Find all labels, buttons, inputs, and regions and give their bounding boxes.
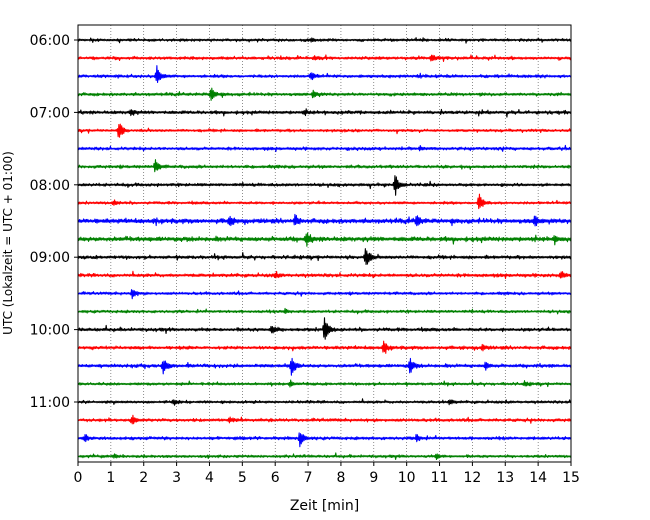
x-tick-label: 2 (139, 470, 148, 486)
y-tick-label: 09:00 (30, 250, 70, 266)
x-tick-label: 8 (336, 470, 345, 486)
seismogram-trace (77, 232, 572, 247)
seismogram-trace (77, 54, 572, 63)
x-tick-label: 5 (238, 470, 247, 486)
x-tick-label: 0 (74, 470, 83, 486)
seismogram-trace (77, 452, 572, 461)
x-tick-label: 3 (172, 470, 181, 486)
seismogram-trace (77, 379, 572, 388)
seismogram-trace (77, 123, 572, 138)
y-tick-label: 07:00 (30, 105, 70, 121)
x-tick-label: 10 (398, 470, 416, 486)
x-tick-label: 11 (431, 470, 449, 486)
y-tick-label: 11:00 (30, 395, 70, 411)
seismogram-trace (77, 432, 572, 448)
y-axis-label: UTC (Lokalzeit = UTC + 01:00) (1, 151, 15, 335)
seismogram-trace (77, 289, 572, 300)
seismogram-trace (77, 317, 572, 340)
y-axis: 06:00 07:00 08:00 09:00 10:00 11:00 (30, 33, 78, 411)
x-axis: 0 1 2 3 4 5 6 7 8 9 10 11 12 13 14 15 (74, 462, 580, 486)
x-tick-label: 14 (529, 470, 547, 486)
seismogram-trace (77, 108, 572, 118)
seismogram-trace (77, 87, 572, 101)
y-tick-label: 10:00 (30, 323, 70, 339)
x-tick-label: 1 (106, 470, 115, 486)
seismogram-trace (77, 144, 572, 153)
seismogram-trace (77, 213, 572, 227)
seismogram-trace (77, 159, 572, 173)
seismogram-trace (77, 357, 572, 376)
y-tick-label: 08:00 (30, 178, 70, 194)
y-tick-label: 06:00 (30, 33, 70, 49)
x-tick-label: 4 (205, 470, 214, 486)
x-tick-label: 9 (369, 470, 378, 486)
x-tick-label: 7 (304, 470, 313, 486)
seismogram-trace (77, 340, 572, 354)
x-tick-label: 6 (271, 470, 280, 486)
seismogram-trace (77, 65, 572, 83)
x-tick-label: 15 (562, 470, 580, 486)
seismogram-trace (77, 270, 572, 280)
seismogram-trace (77, 414, 572, 425)
seismogram-trace (77, 37, 572, 44)
x-tick-label: 12 (463, 470, 481, 486)
seismogram-trace (77, 398, 572, 406)
seismogram-trace (77, 193, 572, 210)
seismogram-trace (77, 307, 572, 315)
axes-frame (77, 24, 572, 463)
seismogram-trace (77, 175, 572, 196)
trace-group (77, 37, 572, 461)
seismogram-trace (77, 248, 572, 265)
x-tick-label: 13 (496, 470, 514, 486)
x-axis-label: Zeit [min] (290, 498, 359, 514)
grid-lines (110, 25, 539, 462)
